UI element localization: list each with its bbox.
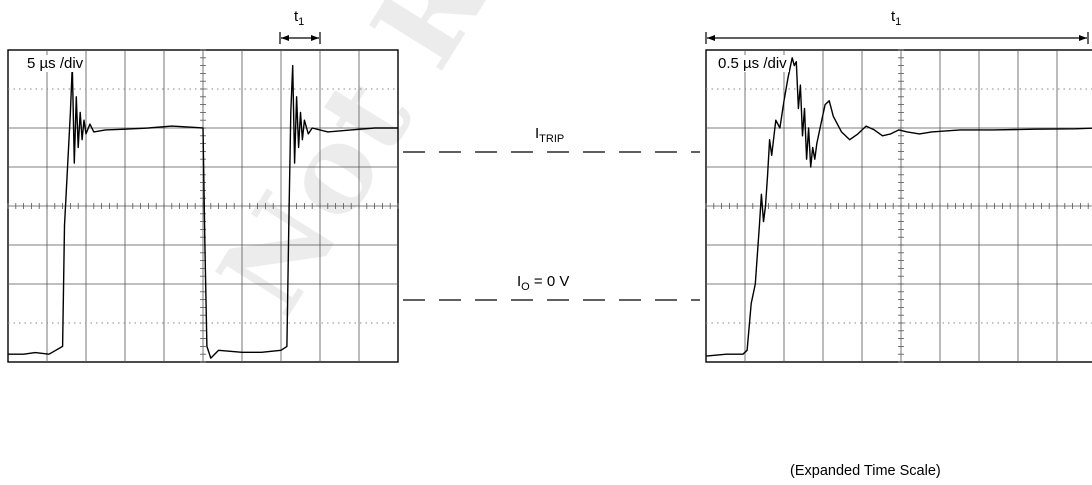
right-scope-trace <box>705 57 1092 357</box>
left-scope-screen <box>7 49 399 363</box>
left-timebase-label: 5 µs /div <box>25 55 86 72</box>
right-scope-screen <box>705 49 1092 363</box>
expanded-time-scale-caption: (Expanded Time Scale) <box>790 463 941 479</box>
left-t1-label: t1 <box>294 8 305 28</box>
left-scope-trace <box>8 64 398 359</box>
right-t1-label: t1 <box>891 8 902 28</box>
right-t1-marker <box>705 32 1089 44</box>
zero-level-label: IO = 0 V <box>514 273 573 293</box>
trip-level-label: ITRIP <box>532 125 568 145</box>
left-t1-marker <box>279 32 321 44</box>
right-timebase-label: 0.5 µs /div <box>716 55 789 72</box>
